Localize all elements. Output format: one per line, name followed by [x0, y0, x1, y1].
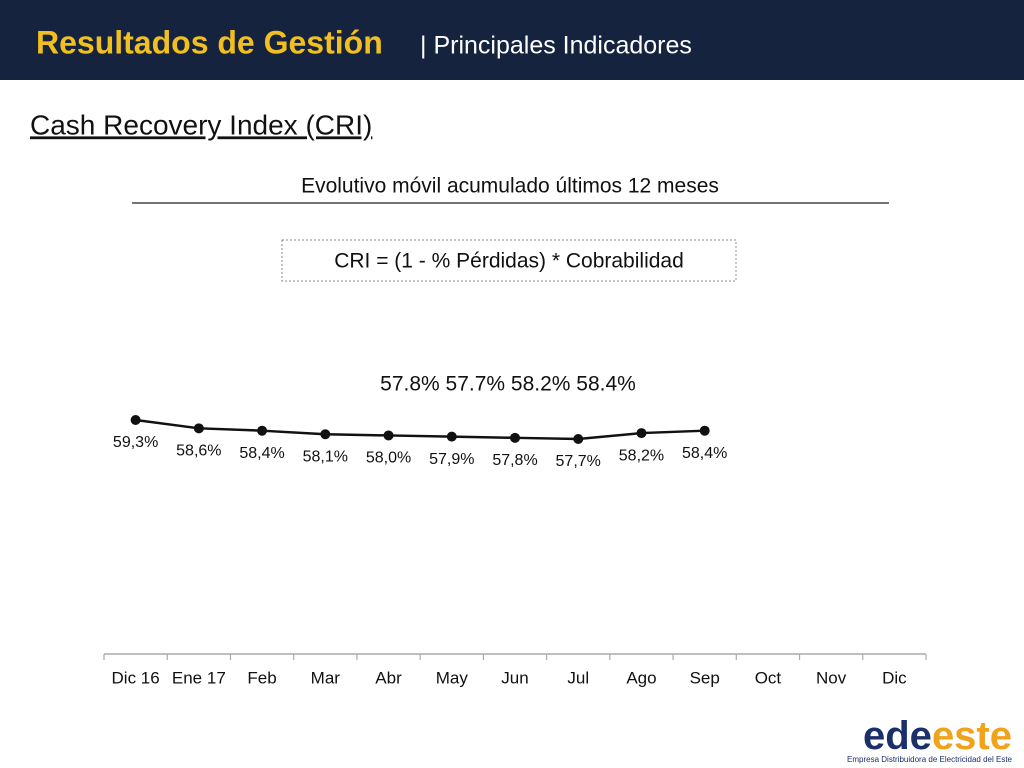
data-label: 59,3%: [113, 434, 158, 451]
header-title: Resultados de Gestión: [36, 24, 383, 60]
chart-title: Evolutivo móvil acumulado últimos 12 mes…: [301, 175, 719, 198]
x-tick-label: Jul: [567, 668, 589, 687]
data-label: 57,8%: [492, 452, 537, 469]
formula-box: [281, 239, 737, 282]
data-label: 57,9%: [429, 451, 474, 468]
data-label: 58,1%: [303, 448, 348, 465]
x-tick-label: Jun: [501, 668, 528, 687]
x-tick-label: Ago: [626, 668, 656, 687]
data-point: [320, 429, 331, 440]
x-tick-label: May: [436, 668, 469, 687]
annotation: 57.8% 57.7% 58.2% 58.4%: [380, 373, 636, 396]
x-tick-label: Dic 16: [112, 668, 160, 687]
x-tick-label: Feb: [247, 668, 276, 687]
data-point: [193, 423, 204, 434]
data-point: [573, 434, 584, 444]
logo-part: este: [932, 714, 1012, 758]
data-label: 58,4%: [239, 445, 284, 462]
data-point: [510, 432, 520, 443]
data-label: 58,6%: [176, 443, 221, 460]
data-point: [699, 425, 710, 436]
x-tick-label: Mar: [311, 668, 341, 687]
x-tick-label: Oct: [755, 668, 782, 687]
x-tick-label: Ene 17: [172, 668, 226, 687]
x-tick-label: Sep: [690, 668, 720, 687]
x-tick-label: Dic: [882, 668, 907, 687]
formula: CRI = (1 - % Pérdidas) * Cobrabilidad: [334, 250, 684, 273]
data-point: [130, 415, 141, 425]
data-label: 58,4%: [682, 445, 727, 462]
section-title: Cash Recovery Index (CRI): [30, 109, 372, 140]
logo-part: ede: [863, 714, 932, 758]
x-tick-label: Nov: [816, 668, 847, 687]
data-label: 58,2%: [619, 447, 664, 464]
x-tick-label: Abr: [375, 668, 402, 687]
data-point: [446, 431, 457, 442]
data-point: [383, 430, 394, 441]
logo: edeeste: [863, 714, 1012, 758]
data-label: 58,0%: [366, 450, 411, 467]
header-subtitle: | Principales Indicadores: [420, 32, 692, 60]
data-label: 57,7%: [556, 453, 601, 470]
data-point: [257, 425, 268, 436]
header-bar: [0, 0, 1024, 80]
data-point: [636, 428, 647, 439]
logo-tagline: Empresa Distribuidora de Electricidad de…: [847, 755, 1013, 764]
series-line: [135, 418, 705, 441]
